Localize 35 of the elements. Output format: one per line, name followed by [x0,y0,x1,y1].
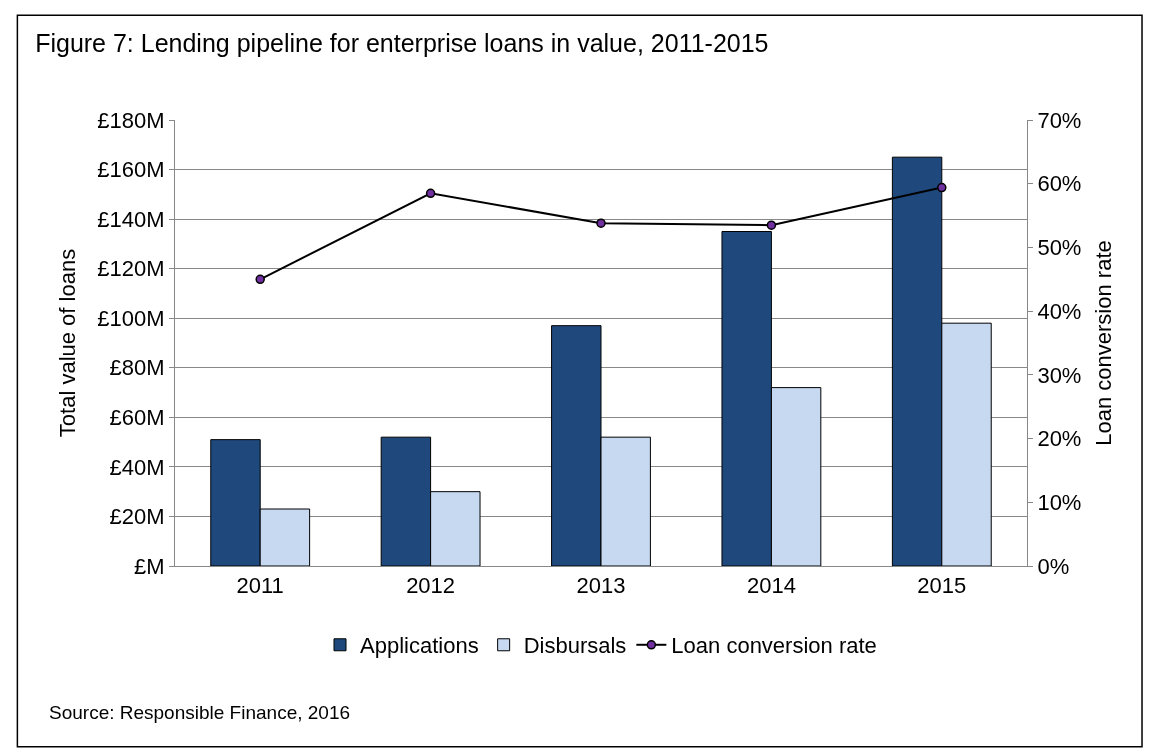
legend-label: Loan conversion rate [671,633,877,659]
y2-tick-label: 30% [1037,362,1082,388]
y-axis-title: Total value of loans [55,248,81,438]
y2-tick-label: 10% [1037,489,1082,515]
legend-label: Disbursals [523,633,627,659]
point [425,188,436,199]
y-tick-label: £20M [109,504,165,530]
x-tick-label: 2013 [576,573,626,599]
legend-label: Applications [360,633,479,659]
y-tick-label: £180M [97,107,165,133]
y-tick-label: £40M [109,454,165,480]
x-tick-label: 2012 [406,573,456,599]
y-tick-label: £160M [97,157,165,183]
y-tick-label: £M [134,553,165,579]
y-tick-label: £60M [109,405,165,431]
y2-tick-label: 0% [1037,553,1070,579]
y2-tick-label: 60% [1037,171,1082,197]
y-tick-label: £100M [97,305,165,331]
y2-tick-label: 20% [1037,426,1082,452]
y-tick-label: £120M [97,256,165,282]
y-tick-label: £140M [97,206,165,232]
y2-tick-label: 50% [1037,235,1082,261]
y2-tick-label: 40% [1037,298,1082,324]
point [255,274,265,285]
y2-tick-label: 70% [1037,107,1082,133]
x-tick-label: 2014 [746,573,796,599]
point [766,220,777,230]
point [937,182,947,193]
y2-axis-title: Loan conversion rate [1091,240,1117,446]
point [596,218,606,228]
x-tick-label: 2015 [917,573,967,599]
source-note: Source: Responsible Finance, 2016 [49,702,351,723]
x-tick-label: 2011 [236,573,284,599]
chart-title: Figure 7: Lending pipeline for enterprise loans in value, 2011-2015 [35,28,769,57]
y-tick-label: £80M [109,355,165,381]
